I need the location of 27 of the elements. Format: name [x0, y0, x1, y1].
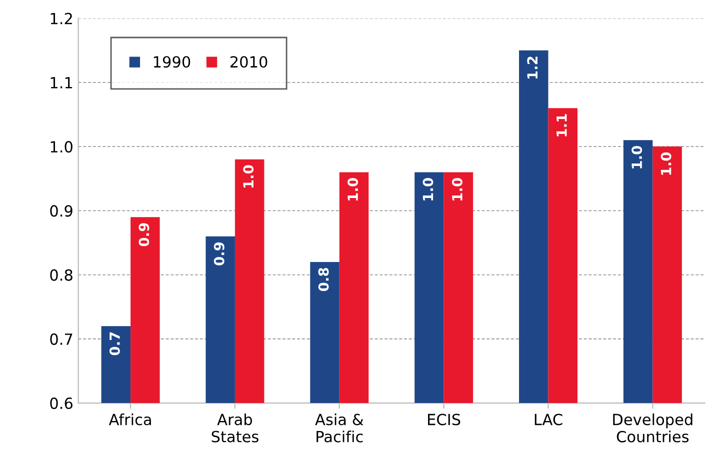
- text: 1.2: [50, 12, 72, 24]
- x-tick-label: Asia & Pacific: [315, 413, 364, 442]
- data-label: 0.8: [318, 268, 329, 292]
- text: 1.1: [50, 77, 72, 88]
- x-tick-label: ECIS: [428, 414, 460, 426]
- legend-label: 1990: [154, 56, 190, 68]
- data-label: 1.1: [556, 114, 567, 136]
- data-label: 1.0: [660, 152, 672, 175]
- data-label: 0.9: [138, 223, 150, 246]
- data-label: 0.9: [214, 242, 224, 266]
- x-tick-label: LAC: [534, 414, 562, 426]
- data-label: 1.2: [527, 56, 538, 79]
- data-label: 1.0: [632, 146, 642, 168]
- x-tick-label: Developed Countries: [613, 413, 692, 442]
- data-label: 0.7: [109, 332, 120, 356]
- data-label: 1.0: [422, 178, 434, 200]
- text: 0.6: [50, 398, 72, 410]
- text: 1.0: [50, 141, 72, 153]
- text: 0.8: [50, 269, 72, 281]
- text: 0.7: [50, 333, 72, 345]
- x-tick-label: Arab States: [212, 413, 258, 442]
- x-tick-label: Africa: [108, 413, 151, 426]
- text: 0.9: [50, 205, 72, 217]
- legend-label: 2010: [230, 56, 268, 68]
- data-label: 1.0: [348, 178, 358, 200]
- data-label: 1.0: [452, 178, 462, 200]
- data-label: 1.0: [243, 165, 254, 188]
